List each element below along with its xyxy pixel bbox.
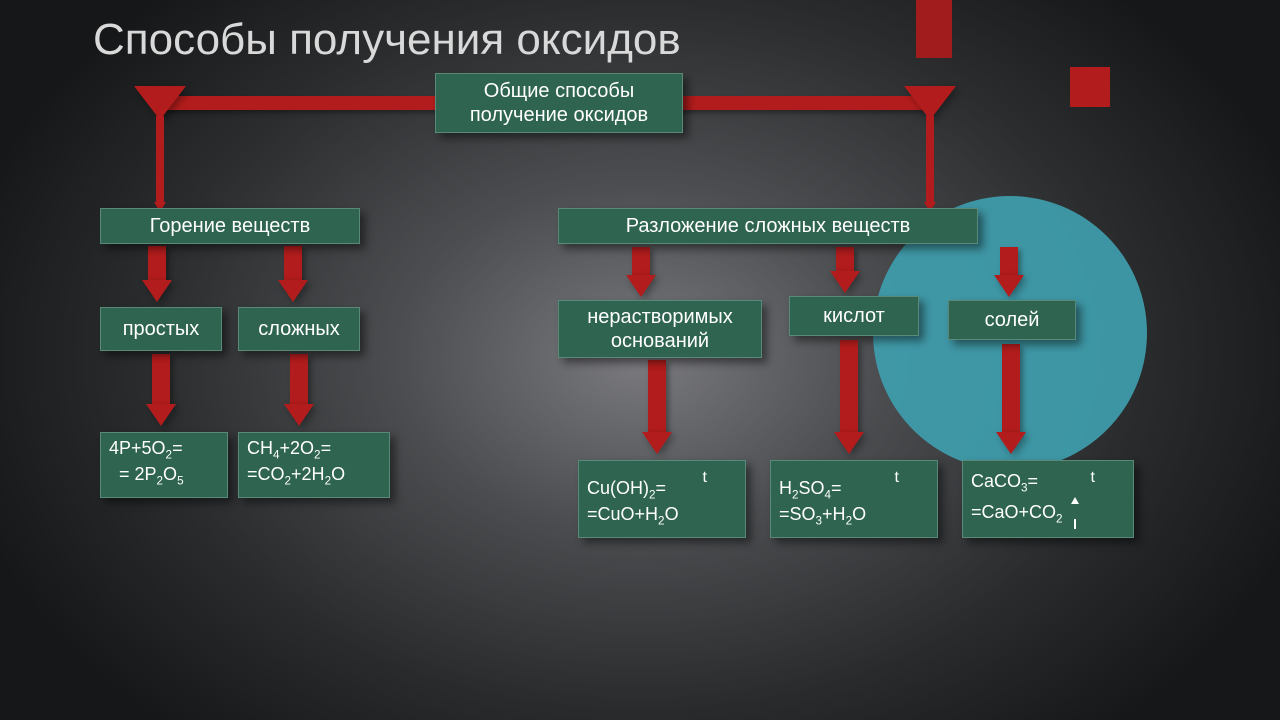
node-equation-4: tH2SO4==SO3+H2O <box>770 460 938 538</box>
node-root-label: Общие способы получение оксидов <box>470 79 648 127</box>
node-complex: сложных <box>238 307 360 351</box>
node-simple: простых <box>100 307 222 351</box>
node-equation-3: tCu(OH)2==CuO+H2O <box>578 460 746 538</box>
node-root: Общие способы получение оксидов <box>435 73 683 133</box>
decor-vbar <box>916 0 952 58</box>
node-simple-label: простых <box>123 317 200 341</box>
node-equation-1: 4P+5O2= = 2P2O5 <box>100 432 228 498</box>
node-combustion-label: Горение веществ <box>150 214 310 238</box>
node-salts-label: солей <box>985 308 1040 332</box>
node-acids-label: кислот <box>823 304 885 328</box>
node-decomposition: Разложение сложных веществ <box>558 208 978 244</box>
node-salts: солей <box>948 300 1076 340</box>
node-equation-2: CH4+2O2==CO2+2H2O <box>238 432 390 498</box>
node-decomposition-label: Разложение сложных веществ <box>626 214 911 238</box>
node-acids: кислот <box>789 296 919 336</box>
decor-red-square <box>1070 67 1110 107</box>
node-combustion: Горение веществ <box>100 208 360 244</box>
page-title: Способы получения оксидов <box>93 15 681 65</box>
node-insoluble-bases-label: нерастворимых оснований <box>587 305 733 353</box>
node-equation-5: tCaCO3==CaO+CO2 <box>962 460 1134 538</box>
slide: Способы получения оксидов Общие способы … <box>0 0 1280 720</box>
node-complex-label: сложных <box>258 317 340 341</box>
node-insoluble-bases: нерастворимых оснований <box>558 300 762 358</box>
